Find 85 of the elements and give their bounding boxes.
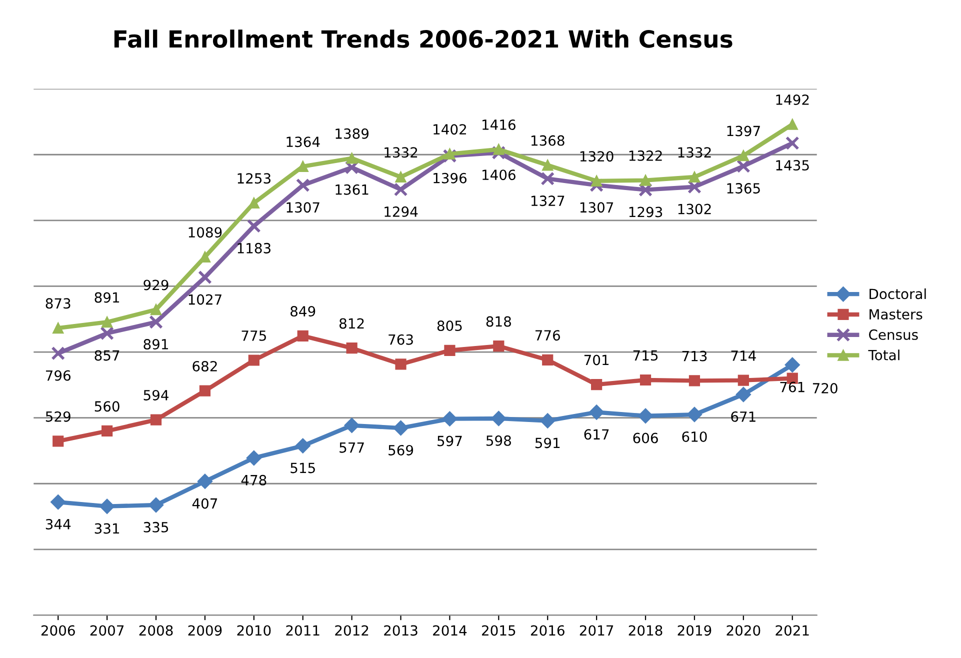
data-label: 1397 [727,126,760,136]
data-label: 1332 [384,147,418,158]
x-tick-label: 2017 [580,625,614,636]
x-tick-label: 2007 [90,625,124,636]
data-label: 873 [46,298,70,309]
data-label: 606 [633,432,658,444]
data-label: 720 [812,382,838,394]
data-label: 515 [290,462,315,474]
chart-title: Fall Enrollment Trends 2006-2021 With Census [114,30,732,48]
x-tick-label: 2016 [530,625,564,636]
x-tick-label: 2011 [286,625,320,636]
data-label: 594 [144,390,168,400]
data-label: 1089 [188,227,222,238]
data-label: 1253 [238,173,270,184]
legend-label: Doctoral [870,288,926,300]
data-label: 1364 [286,136,320,148]
data-label: 891 [144,339,168,350]
data-label: 891 [94,292,120,303]
data-label: 776 [536,330,560,341]
data-label: 1368 [531,135,564,146]
x-tick-label: 2010 [237,625,271,636]
data-label: 1027 [188,294,222,305]
x-tick-label: 2015 [482,625,516,636]
x-tick-label: 2008 [139,625,173,636]
data-label: 763 [388,334,413,345]
data-label: 805 [437,320,462,332]
data-label: 701 [584,354,609,366]
data-label: 335 [144,522,168,532]
data-label: 560 [94,401,120,412]
x-tick-label: 2013 [384,625,418,636]
data-label: 598 [486,435,511,446]
data-label: 818 [486,316,511,327]
data-label: 1332 [678,147,711,158]
data-label: 1307 [286,202,320,213]
data-label: 1294 [384,206,418,217]
data-label: 1320 [580,151,614,162]
x-tick-label: 2006 [41,625,75,636]
data-label: 1406 [482,170,516,180]
x-tick-label: 2019 [678,625,712,636]
x-tick-label: 2018 [628,625,662,636]
data-label: 407 [192,498,218,509]
data-label: 1183 [238,242,270,254]
data-label: 569 [388,444,414,456]
data-label: 1365 [727,183,760,194]
data-label: 682 [192,360,217,372]
data-label: 1492 [776,94,809,106]
data-label: 1361 [336,184,368,195]
data-label: 1327 [531,196,564,206]
data-label: 597 [438,436,462,446]
data-label: 812 [340,318,364,329]
legend-label: Total [868,350,900,360]
data-label: 849 [290,306,316,317]
data-label: 1416 [482,120,516,130]
data-label: 529 [46,411,70,422]
data-label: 713 [682,350,707,362]
data-label: 591 [535,438,560,448]
data-label: 577 [340,442,364,453]
data-label: 1435 [776,160,809,171]
data-label: 1402 [434,124,466,135]
data-label: 775 [242,330,266,341]
x-tick-label: 2012 [335,625,368,636]
data-label: 857 [94,350,120,361]
x-tick-label: 2009 [188,625,222,636]
x-tick-label: 2014 [433,625,467,636]
data-label: 761 [780,382,804,392]
data-label: 714 [731,350,756,361]
data-label: 1293 [629,206,662,218]
data-label: 1389 [336,128,369,139]
data-label: 1307 [580,202,614,213]
x-tick-label: 2020 [726,625,760,636]
data-label: 1396 [434,172,467,184]
data-label: 610 [682,431,707,442]
data-label: 671 [731,411,756,422]
data-label: 617 [584,429,609,440]
legend-label: Census [869,329,918,340]
data-label: 796 [46,370,70,381]
data-label: 929 [144,280,168,290]
data-label: 344 [46,518,71,530]
data-label: 715 [633,350,658,361]
data-label: 478 [241,474,266,486]
data-label: 331 [94,523,120,534]
x-tick-label: 2021 [776,625,809,636]
data-label: 1302 [678,204,711,214]
data-label: 1322 [629,150,662,161]
legend-label: Masters [870,309,922,320]
